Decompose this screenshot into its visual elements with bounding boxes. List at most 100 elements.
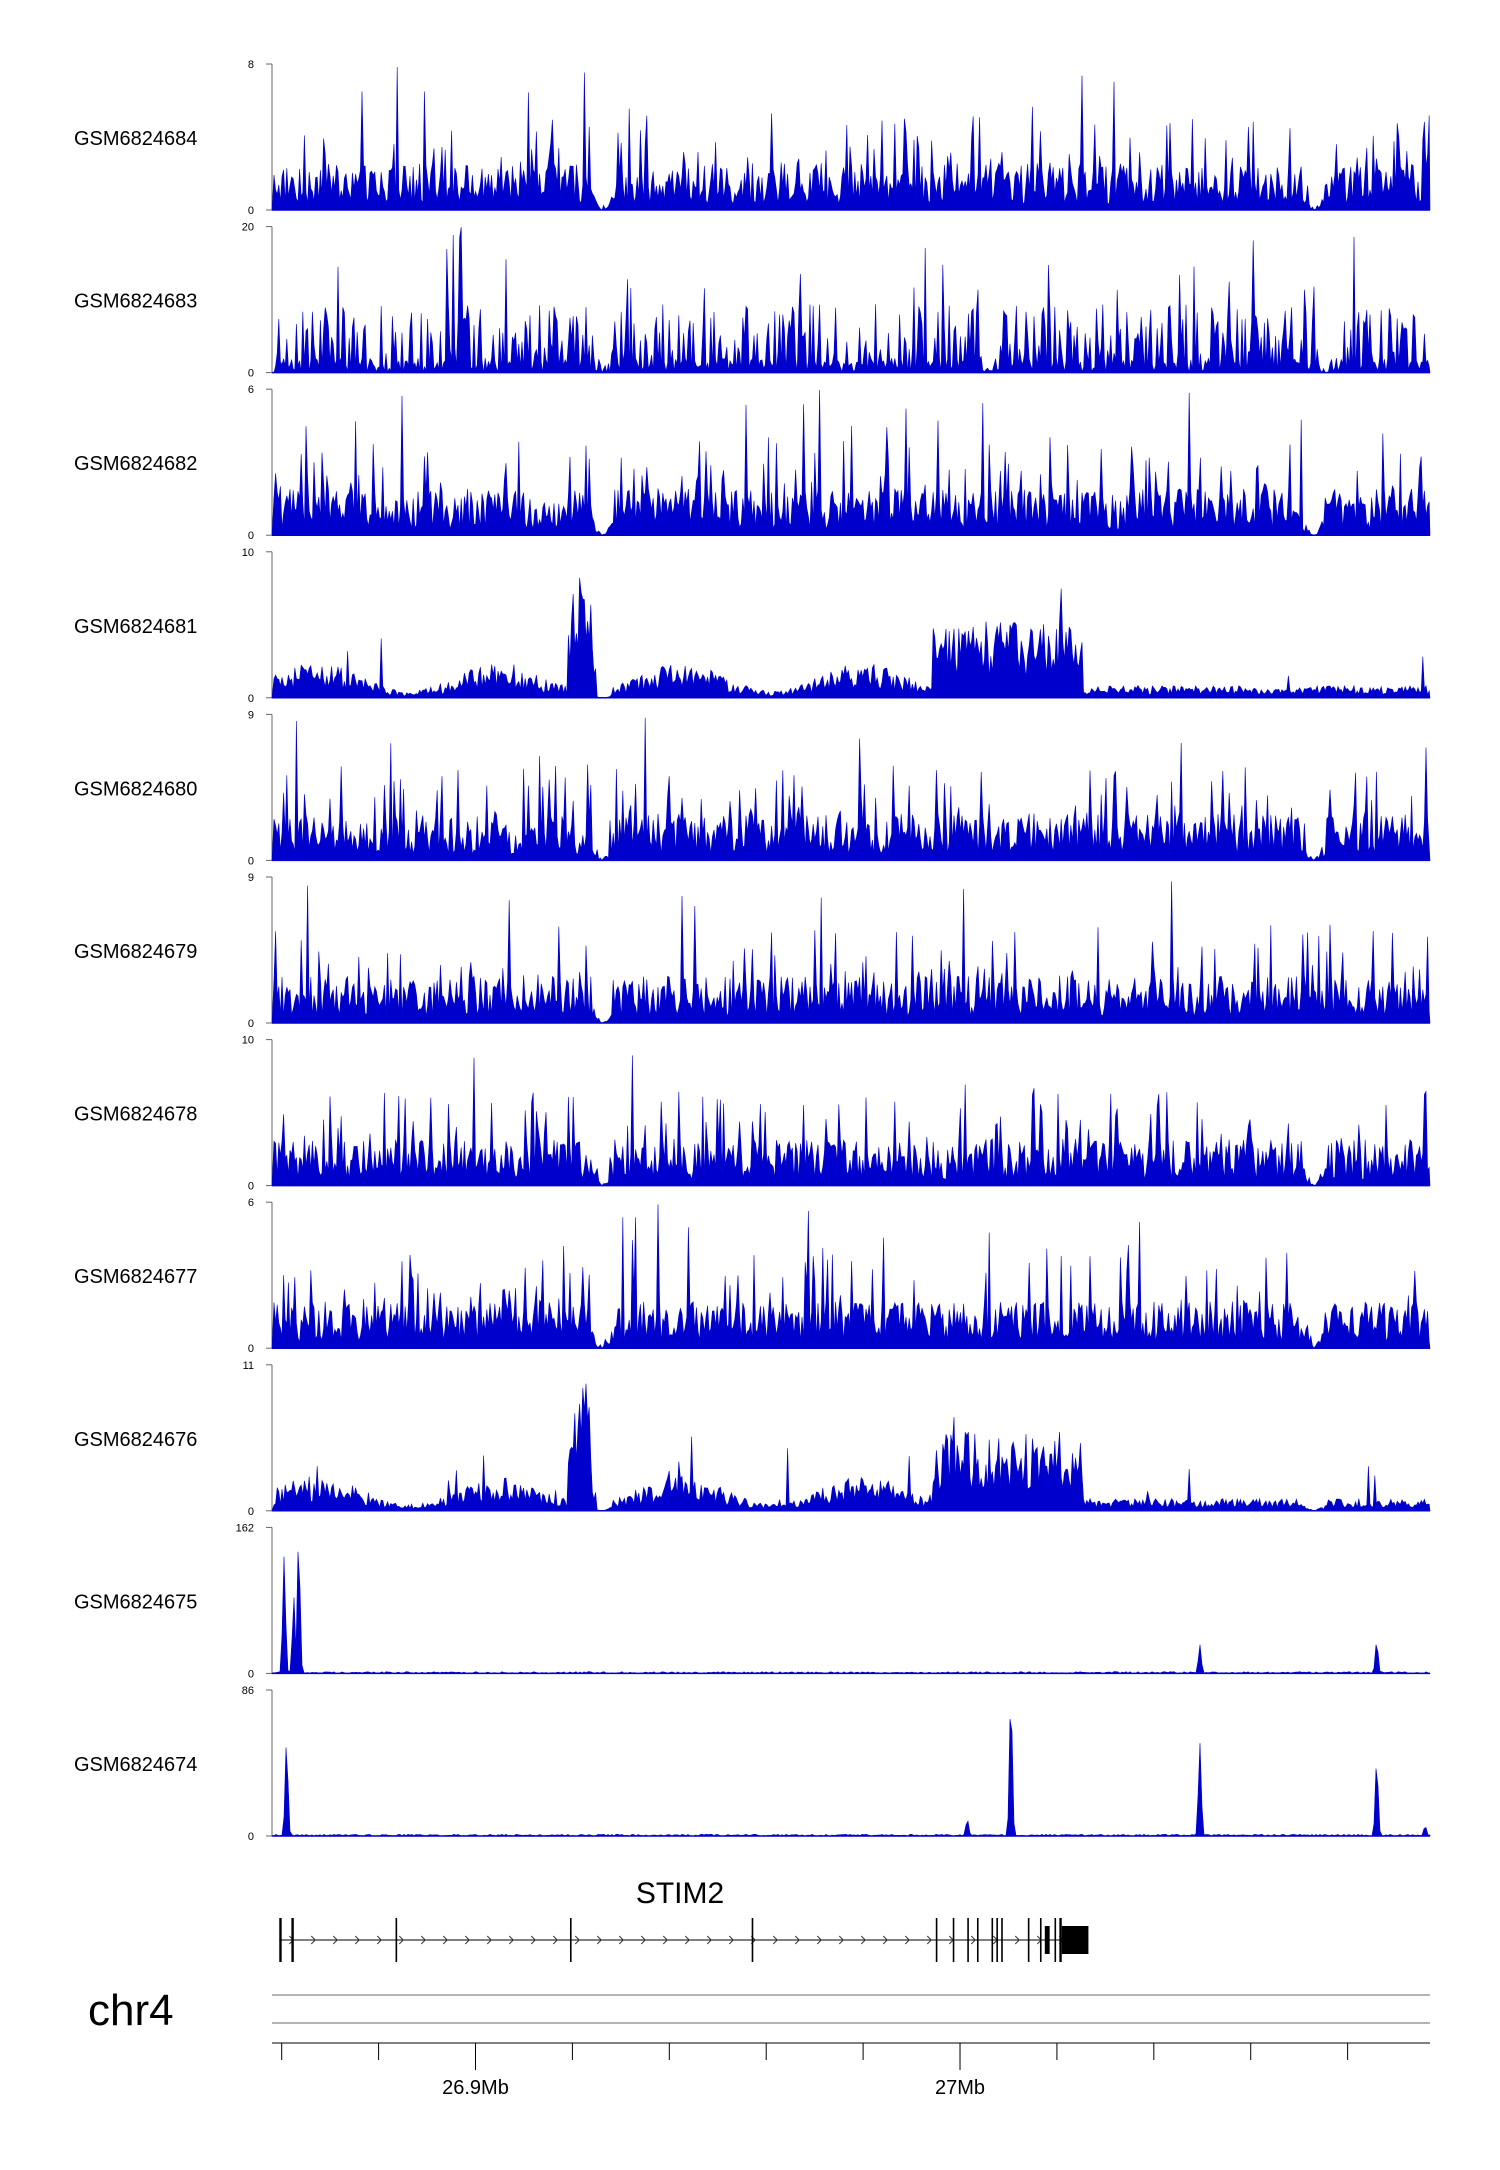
track-label: GSM6824674: [74, 1754, 197, 1776]
y-tick-label-max: 9: [248, 872, 254, 884]
strand-arrow: [398, 1935, 404, 1945]
y-tick-label-min: 0: [248, 855, 254, 867]
strand-arrow: [574, 1935, 580, 1945]
exon: [751, 1918, 754, 1962]
coverage-signal: [271, 1204, 1431, 1349]
strand-arrow: [310, 1935, 316, 1945]
track-label: GSM6824681: [74, 616, 197, 638]
coverage-signal: [271, 577, 1431, 699]
coverage-signal: [271, 1551, 1431, 1674]
y-tick-label-max: 6: [248, 1197, 254, 1209]
track-GSM6824682: GSM6824682 6 0: [74, 384, 1431, 542]
coverage-signal: [271, 389, 1431, 536]
strand-arrow: [882, 1935, 888, 1945]
strand-arrow: [662, 1935, 668, 1945]
strand-arrow: [816, 1935, 822, 1945]
track-label: GSM6824682: [74, 453, 197, 475]
track-label: GSM6824684: [74, 128, 197, 150]
exon: [1054, 1918, 1057, 1962]
y-tick-label-min: 0: [248, 1181, 254, 1193]
strand-arrow: [596, 1935, 602, 1945]
exon: [976, 1918, 979, 1962]
track-GSM6824684: GSM6824684 8 0: [74, 59, 1431, 217]
exon: [1001, 1918, 1003, 1962]
exon: [395, 1918, 398, 1962]
strand-arrow: [376, 1935, 382, 1945]
strand-arrow: [464, 1935, 470, 1945]
coverage-signal: [271, 67, 1431, 211]
strand-arrow: [728, 1935, 734, 1945]
exon: [935, 1918, 938, 1962]
strand-arrow: [552, 1935, 558, 1945]
y-tick-label-max: 162: [236, 1522, 254, 1534]
y-tick-label-min: 0: [248, 1668, 254, 1680]
y-tick-label-min: 0: [248, 1831, 254, 1843]
track-label: GSM6824679: [74, 941, 197, 963]
y-tick-label-min: 0: [248, 693, 254, 705]
strand-arrow: [970, 1935, 976, 1945]
chromosome-label: chr4: [88, 1986, 174, 2035]
strand-arrow: [926, 1935, 932, 1945]
exon: [291, 1918, 294, 1962]
exon: [1059, 1918, 1062, 1962]
y-tick-label-min: 0: [248, 1506, 254, 1518]
track-label: GSM6824678: [74, 1104, 197, 1126]
coverage-tracks: GSM682468480GSM6824683200GSM682468260GSM…: [74, 59, 1431, 1843]
coverage-signal: [271, 227, 1431, 374]
exon: [996, 1918, 998, 1962]
track-label: GSM6824675: [74, 1591, 197, 1613]
exon: [569, 1918, 572, 1962]
y-tick-label-min: 0: [248, 1343, 254, 1355]
exon: [279, 1918, 282, 1962]
exon: [991, 1918, 994, 1962]
track-label: GSM6824676: [74, 1429, 197, 1451]
strand-arrow: [442, 1935, 448, 1945]
x-tick-label: 26.9Mb: [442, 2077, 509, 2099]
exon: [1044, 1926, 1050, 1954]
chromosome-axis: chr4 26.9Mb 27Mb: [88, 1986, 1430, 2099]
exon: [952, 1918, 955, 1962]
track-label: GSM6824680: [74, 778, 197, 800]
coverage-signal: [271, 717, 1431, 861]
strand-arrow: [530, 1935, 536, 1945]
strand-arrow: [1014, 1935, 1020, 1945]
strand-arrow: [860, 1935, 866, 1945]
strand-arrow: [640, 1935, 646, 1945]
track-label: GSM6824683: [74, 291, 197, 313]
gene-label: STIM2: [636, 1877, 724, 1910]
exon: [1061, 1926, 1089, 1954]
coverage-signal: [271, 1383, 1431, 1512]
track-label: GSM6824677: [74, 1266, 197, 1288]
y-tick-label-min: 0: [248, 1018, 254, 1030]
strand-arrow: [508, 1935, 514, 1945]
track-GSM6824676: GSM6824676 11 0: [74, 1360, 1431, 1518]
strand-arrow: [772, 1935, 778, 1945]
y-tick-label-max: 86: [242, 1685, 254, 1697]
coverage-signal: [271, 881, 1431, 1024]
strand-arrow: [486, 1935, 492, 1945]
y-tick-label-max: 8: [248, 59, 254, 71]
track-GSM6824674: GSM6824674 86 0: [74, 1685, 1431, 1843]
y-tick-label-min: 0: [248, 530, 254, 542]
strand-arrow: [332, 1935, 338, 1945]
y-tick-label-min: 0: [248, 205, 254, 217]
exon: [1027, 1918, 1030, 1962]
y-tick-label-max: 10: [242, 547, 254, 559]
strand-arrow: [838, 1935, 844, 1945]
strand-arrow: [420, 1935, 426, 1945]
track-GSM6824683: GSM6824683 20 0: [74, 222, 1431, 380]
track-GSM6824678: GSM6824678 10 0: [74, 1035, 1431, 1193]
track-GSM6824681: GSM6824681 10 0: [74, 547, 1431, 705]
strand-arrow: [904, 1935, 910, 1945]
gene-annotation-track: STIM2: [279, 1877, 1089, 1962]
y-tick-label-max: 9: [248, 709, 254, 721]
strand-arrow: [618, 1935, 624, 1945]
strand-arrow: [684, 1935, 690, 1945]
exon: [967, 1918, 969, 1962]
coverage-signal: [271, 1055, 1431, 1187]
strand-arrow: [706, 1935, 712, 1945]
y-tick-label-max: 11: [243, 1360, 254, 1372]
y-tick-label-max: 6: [248, 384, 254, 396]
coverage-signal: [271, 1719, 1431, 1837]
